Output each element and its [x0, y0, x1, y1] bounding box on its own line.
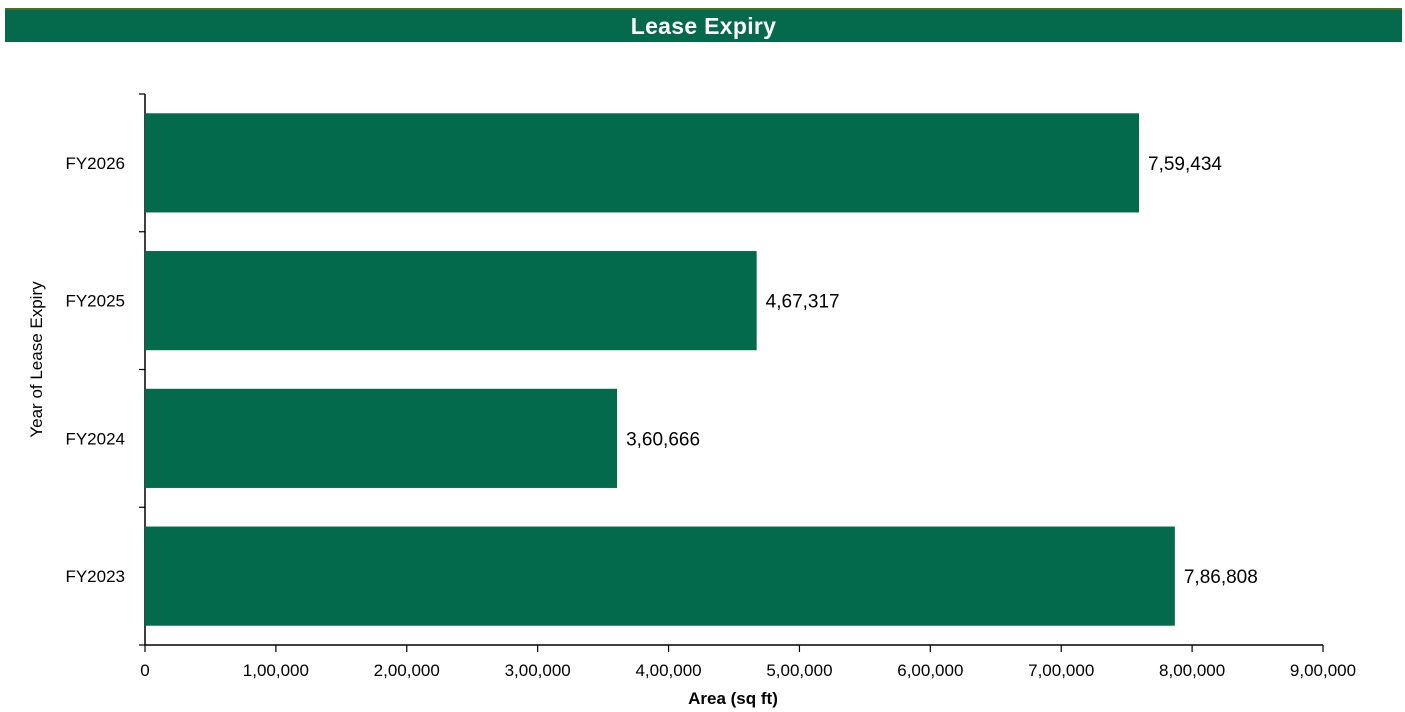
bar-fy2023: [145, 526, 1175, 626]
x-tick-label: 4,00,000: [635, 661, 701, 680]
x-tick-label: 3,00,000: [505, 661, 571, 680]
data-label: 3,60,666: [626, 429, 700, 450]
bar-fy2024: [145, 388, 618, 488]
y-axis-title: Year of Lease Expiry: [27, 281, 46, 438]
x-tick-label: 6,00,000: [897, 661, 963, 680]
x-tick-label: 2,00,000: [374, 661, 440, 680]
labels-layer: 0 1,00,000 2,00,000 3,00,000 4,00,000 5,00,00…: [65, 154, 1356, 680]
data-label: 7,86,808: [1184, 567, 1258, 588]
chart-title-bar: Lease Expiry: [5, 8, 1402, 42]
category-label: FY2026: [65, 154, 125, 173]
bars-layer: [145, 113, 1175, 626]
x-tick-label: 9,00,000: [1290, 661, 1356, 680]
x-tick-label: 5,00,000: [766, 661, 832, 680]
category-label: FY2023: [65, 567, 125, 586]
x-axis-title: Area (sq ft): [688, 689, 778, 708]
chart-title: Lease Expiry: [630, 12, 777, 39]
bar-fy2026: [145, 113, 1140, 213]
data-label: 4,67,317: [766, 292, 840, 313]
category-label: FY2024: [65, 429, 125, 448]
x-tick-label: 8,00,000: [1159, 661, 1225, 680]
x-tick-label: 0: [140, 661, 149, 680]
x-tick-label: 1,00,000: [243, 661, 309, 680]
data-label: 7,59,434: [1148, 154, 1222, 175]
category-label: FY2025: [65, 292, 125, 311]
x-tick-label: 7,00,000: [1028, 661, 1094, 680]
bar-fy2025: [145, 251, 757, 351]
